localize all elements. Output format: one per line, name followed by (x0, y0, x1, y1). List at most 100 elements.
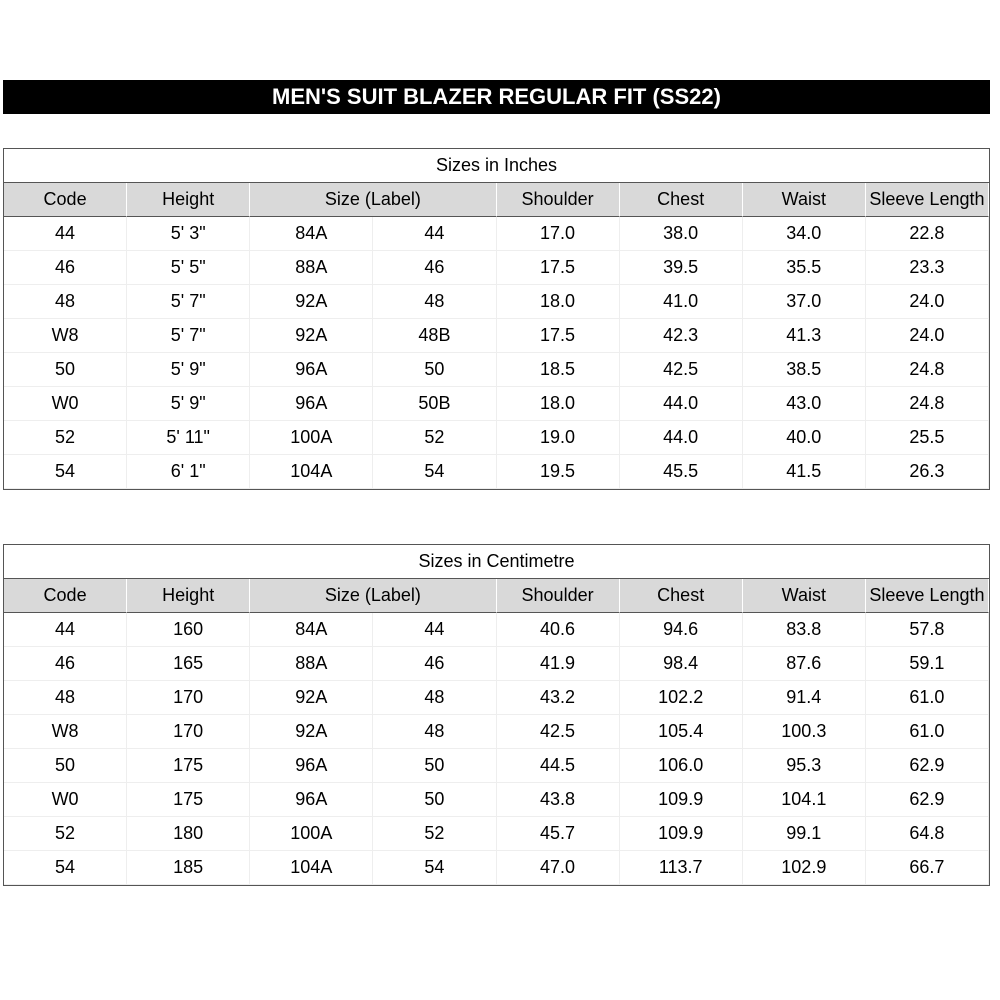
table-cell: 48 (4, 681, 128, 715)
table-cell: 105.4 (619, 715, 743, 749)
table-cell: 88A (250, 647, 374, 681)
table-cell: 165 (127, 647, 251, 681)
table-cell: 5' 3" (127, 217, 251, 251)
table-cell: 46 (373, 251, 497, 285)
table-cell: 106.0 (619, 749, 743, 783)
table-cell: 5' 5" (127, 251, 251, 285)
table-cell: 62.9 (865, 749, 989, 783)
table-cell: W0 (4, 783, 128, 817)
table-cell: 5' 7" (127, 319, 251, 353)
table-cell: W8 (4, 715, 128, 749)
table-cell: 18.5 (496, 353, 620, 387)
table-cell: 170 (127, 715, 251, 749)
table-cell: 50 (373, 353, 497, 387)
table-cell: 41.3 (742, 319, 866, 353)
table-cell: 185 (127, 851, 251, 885)
table-cell: 45.5 (619, 455, 743, 489)
table-cell: 17.0 (496, 217, 620, 251)
table-cell: 52 (4, 817, 128, 851)
table-cell: 100.3 (742, 715, 866, 749)
table-cell: 26.3 (865, 455, 989, 489)
table-cell: 44 (373, 217, 497, 251)
column-header: Chest (619, 183, 743, 217)
table-cell: 48 (373, 715, 497, 749)
table-caption: Sizes in Inches (4, 149, 989, 183)
table-cell: 40.6 (496, 613, 620, 647)
column-header: Code (4, 579, 128, 613)
table-cell: 50 (4, 749, 128, 783)
column-header: Code (4, 183, 128, 217)
table-cell: 99.1 (742, 817, 866, 851)
table-cell: 24.0 (865, 319, 989, 353)
table-cell: 46 (373, 647, 497, 681)
table-cell: 59.1 (865, 647, 989, 681)
table-cell: 41.0 (619, 285, 743, 319)
table-cell: 92A (250, 285, 374, 319)
table-cell: 41.9 (496, 647, 620, 681)
table-cell: 96A (250, 387, 374, 421)
table-cell: 6' 1" (127, 455, 251, 489)
table-cell: 40.0 (742, 421, 866, 455)
column-header: Waist (742, 183, 866, 217)
table-cell: 50B (373, 387, 497, 421)
table-cell: 23.3 (865, 251, 989, 285)
table-cell: 92A (250, 681, 374, 715)
table-cell: 54 (373, 455, 497, 489)
table-cell: 38.5 (742, 353, 866, 387)
table-cell: 94.6 (619, 613, 743, 647)
table-cell: 54 (4, 851, 128, 885)
table-cell: 102.2 (619, 681, 743, 715)
table-cell: 41.5 (742, 455, 866, 489)
table-cell: 37.0 (742, 285, 866, 319)
table-cell: 91.4 (742, 681, 866, 715)
table-cell: 62.9 (865, 783, 989, 817)
table-cell: 54 (4, 455, 128, 489)
table-cell: 104A (250, 851, 374, 885)
table-cell: 5' 7" (127, 285, 251, 319)
table-cell: 160 (127, 613, 251, 647)
table-cell: 42.5 (619, 353, 743, 387)
table-cell: 44 (373, 613, 497, 647)
table-cell: 44.5 (496, 749, 620, 783)
table-cell: 87.6 (742, 647, 866, 681)
table-cell: 18.0 (496, 387, 620, 421)
table-cell: 34.0 (742, 217, 866, 251)
table-cell: 98.4 (619, 647, 743, 681)
table-cell: 48B (373, 319, 497, 353)
column-header: Waist (742, 579, 866, 613)
table-cell: 24.8 (865, 353, 989, 387)
table-cell: 46 (4, 647, 128, 681)
table-cell: 100A (250, 421, 374, 455)
table-cell: 5' 9" (127, 387, 251, 421)
table-cell: 44 (4, 613, 128, 647)
table-cell: 45.7 (496, 817, 620, 851)
table-cell: 39.5 (619, 251, 743, 285)
table-cell: 96A (250, 783, 374, 817)
table-cell: 44 (4, 217, 128, 251)
column-header: Sleeve Length (865, 579, 989, 613)
table-cell: 24.0 (865, 285, 989, 319)
table-cell: 96A (250, 749, 374, 783)
table-cell: 61.0 (865, 681, 989, 715)
table-cell: 95.3 (742, 749, 866, 783)
table-cell: 50 (373, 749, 497, 783)
table-cell: 42.5 (496, 715, 620, 749)
column-header: Chest (619, 579, 743, 613)
table-cell: 48 (373, 681, 497, 715)
table-cell: 25.5 (865, 421, 989, 455)
table-cell: 170 (127, 681, 251, 715)
table-cell: 50 (373, 783, 497, 817)
table-cell: 43.2 (496, 681, 620, 715)
table-cell: 84A (250, 613, 374, 647)
table-cell: 180 (127, 817, 251, 851)
table-cell: 19.0 (496, 421, 620, 455)
column-header: Sleeve Length (865, 183, 989, 217)
table-cell: 64.8 (865, 817, 989, 851)
table-cell: 42.3 (619, 319, 743, 353)
table-cell: 109.9 (619, 783, 743, 817)
table-cell: 175 (127, 783, 251, 817)
table-cell: 38.0 (619, 217, 743, 251)
table-cell: 66.7 (865, 851, 989, 885)
table-cell: 43.8 (496, 783, 620, 817)
table-cell: 175 (127, 749, 251, 783)
